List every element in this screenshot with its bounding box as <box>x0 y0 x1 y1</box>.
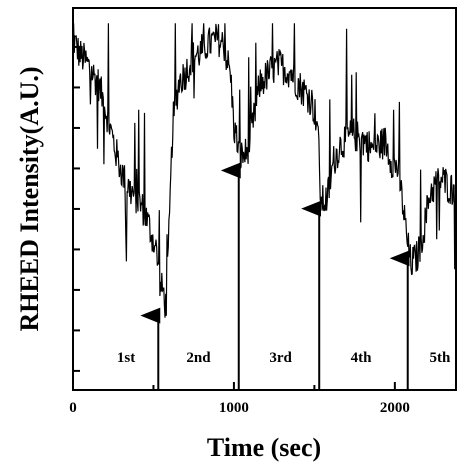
cycle-label: 1st <box>117 350 135 366</box>
x-tick-label: 0 <box>69 400 77 416</box>
cycle-label: 3rd <box>269 350 292 366</box>
growth-arrows <box>140 162 410 390</box>
cycle-label: 4th <box>351 350 372 366</box>
cycle-label: 2nd <box>186 350 211 366</box>
x-tick-label: 1000 <box>219 400 249 416</box>
series-group <box>72 23 457 318</box>
cycle-annotations: 1st 2nd 3rd 4th 5th <box>117 350 451 366</box>
y-axis-label: RHEED Intensity(A.U.) <box>15 66 44 331</box>
axis-ticks <box>72 45 396 390</box>
x-tick-label: 2000 <box>380 400 410 416</box>
x-tick-labels: 0 1000 2000 <box>69 400 410 416</box>
x-axis-label: Time (sec) <box>207 433 321 462</box>
series-line <box>72 23 457 318</box>
cycle-label: 5th <box>429 350 450 366</box>
